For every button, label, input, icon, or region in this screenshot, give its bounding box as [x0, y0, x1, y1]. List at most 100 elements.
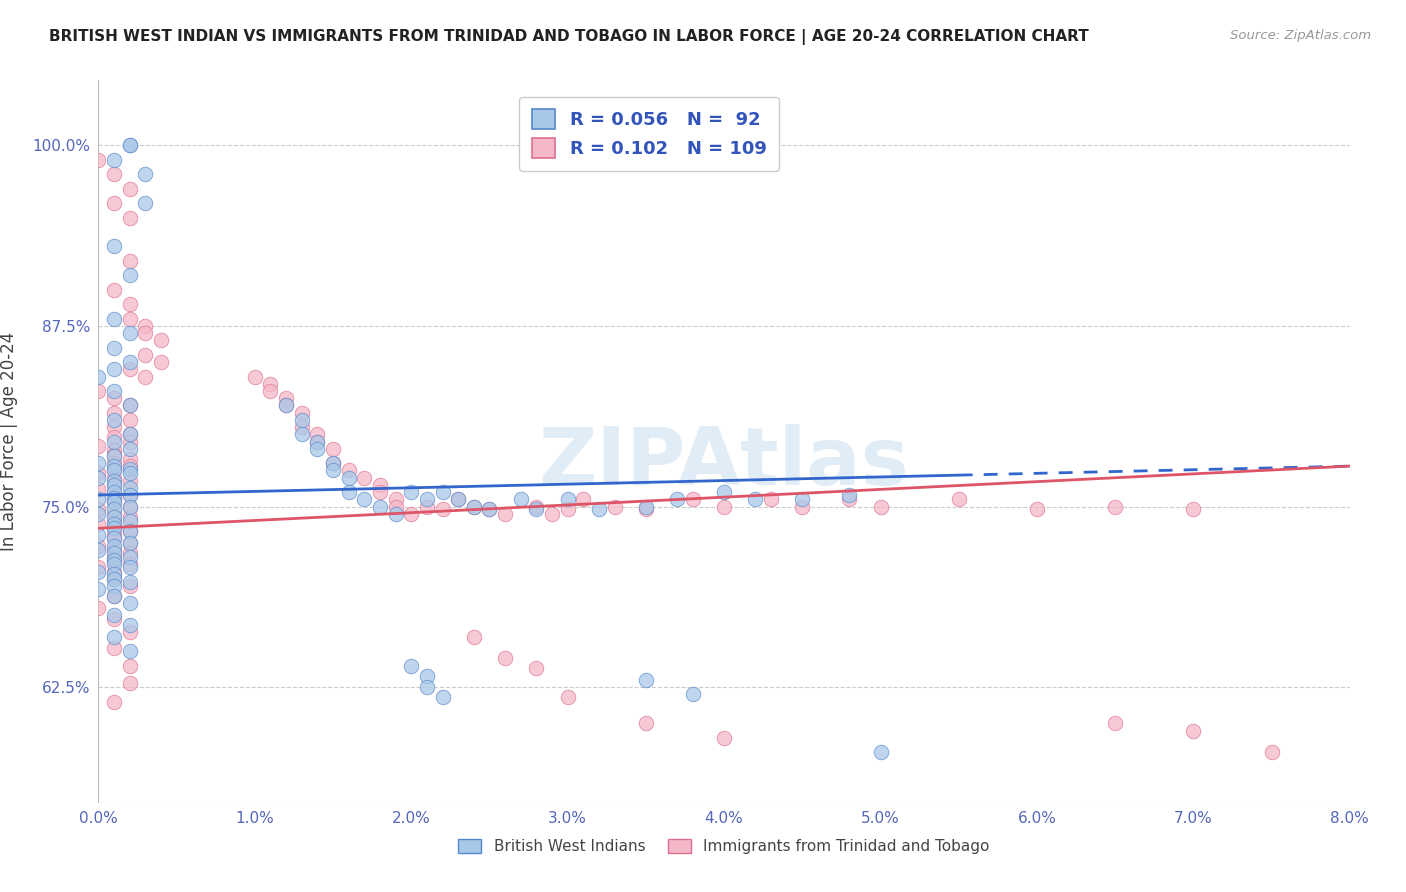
Point — [259, 376, 281, 391]
Point — [541, 507, 564, 521]
Point — [322, 442, 344, 456]
Point — [118, 574, 141, 589]
Point — [118, 500, 141, 514]
Point — [103, 641, 125, 656]
Point — [509, 492, 531, 507]
Point — [87, 539, 110, 553]
Point — [103, 463, 125, 477]
Point — [150, 334, 173, 348]
Point — [634, 716, 657, 731]
Point — [118, 451, 141, 466]
Point — [259, 384, 281, 398]
Point — [87, 516, 110, 531]
Point — [103, 430, 125, 444]
Point — [118, 268, 141, 283]
Point — [118, 297, 141, 311]
Point — [118, 413, 141, 427]
Point — [103, 492, 125, 507]
Point — [118, 138, 141, 153]
Point — [322, 463, 344, 477]
Point — [384, 500, 406, 514]
Point — [103, 196, 125, 211]
Point — [103, 509, 125, 524]
Point — [103, 565, 125, 579]
Point — [792, 492, 814, 507]
Point — [401, 507, 423, 521]
Point — [118, 355, 141, 369]
Point — [87, 560, 110, 574]
Point — [103, 495, 125, 509]
Point — [416, 680, 439, 694]
Point — [118, 399, 141, 413]
Point — [478, 502, 501, 516]
Point — [291, 420, 314, 434]
Point — [103, 413, 125, 427]
Point — [744, 492, 766, 507]
Point — [134, 348, 156, 362]
Point — [759, 492, 782, 507]
Point — [337, 463, 360, 477]
Point — [103, 528, 125, 542]
Point — [118, 546, 141, 560]
Point — [103, 478, 125, 492]
Point — [103, 434, 125, 449]
Point — [118, 459, 141, 474]
Point — [134, 369, 156, 384]
Point — [447, 492, 470, 507]
Point — [103, 554, 125, 568]
Point — [118, 427, 141, 442]
Point — [87, 565, 110, 579]
Point — [307, 434, 329, 449]
Point — [634, 500, 657, 514]
Point — [118, 474, 141, 488]
Point — [118, 658, 141, 673]
Point — [103, 553, 125, 567]
Point — [118, 488, 141, 502]
Point — [87, 482, 110, 496]
Point — [1260, 745, 1282, 759]
Point — [103, 532, 125, 546]
Point — [557, 502, 579, 516]
Point — [87, 471, 110, 485]
Point — [118, 467, 141, 481]
Point — [103, 341, 125, 355]
Point — [103, 471, 125, 485]
Point — [87, 439, 110, 453]
Point — [103, 542, 125, 557]
Point — [118, 434, 141, 449]
Point — [384, 492, 406, 507]
Point — [118, 427, 141, 442]
Point — [368, 485, 391, 500]
Point — [447, 492, 470, 507]
Text: BRITISH WEST INDIAN VS IMMIGRANTS FROM TRINIDAD AND TOBAGO IN LABOR FORCE | AGE : BRITISH WEST INDIAN VS IMMIGRANTS FROM T… — [49, 29, 1090, 45]
Point — [416, 492, 439, 507]
Point — [524, 502, 547, 516]
Point — [150, 355, 173, 369]
Point — [792, 500, 814, 514]
Point — [588, 502, 610, 516]
Point — [103, 420, 125, 434]
Point — [274, 399, 298, 413]
Point — [87, 528, 110, 542]
Point — [103, 550, 125, 565]
Point — [118, 596, 141, 610]
Point — [103, 239, 125, 253]
Point — [103, 607, 125, 622]
Point — [948, 492, 970, 507]
Point — [838, 492, 860, 507]
Point — [87, 502, 110, 516]
Point — [1182, 502, 1205, 516]
Point — [118, 618, 141, 632]
Point — [118, 644, 141, 658]
Point — [1104, 500, 1126, 514]
Point — [634, 502, 657, 516]
Point — [291, 413, 314, 427]
Point — [103, 539, 125, 553]
Point — [134, 196, 156, 211]
Point — [118, 579, 141, 593]
Point — [1026, 502, 1049, 516]
Point — [713, 485, 735, 500]
Point — [103, 589, 125, 603]
Point — [103, 443, 125, 458]
Point — [118, 326, 141, 340]
